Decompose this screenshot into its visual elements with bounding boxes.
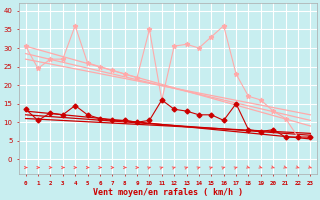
X-axis label: Vent moyen/en rafales ( km/h ): Vent moyen/en rafales ( km/h ) <box>93 188 243 197</box>
